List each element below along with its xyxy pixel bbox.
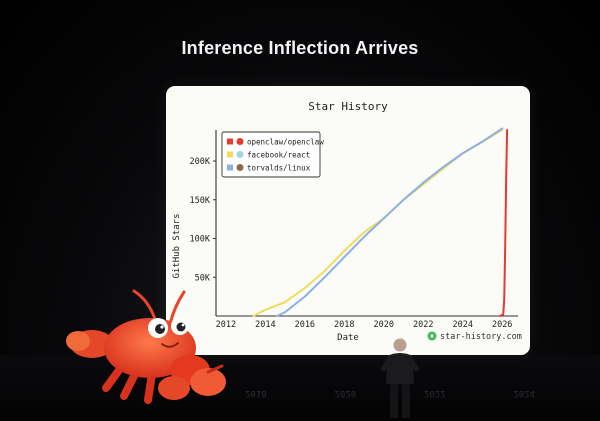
- x-tick-label: 2012: [216, 320, 236, 330]
- x-tick-label: 2014: [255, 320, 275, 330]
- x-axis-label: Date: [337, 333, 359, 343]
- y-axis-label: GitHub Stars: [172, 213, 182, 278]
- chart-legend: openclaw/openclaw facebook/react torvalds/…: [221, 131, 324, 178]
- x-tick-label: 2016: [295, 320, 315, 330]
- legend-label: facebook/react: [247, 151, 310, 160]
- legend-avatar-icon: [236, 164, 244, 171]
- y-tick-label: 100K: [190, 235, 211, 245]
- slide-title: Inference Inflection Arrives: [181, 38, 419, 58]
- y-tick-label: 200K: [190, 157, 211, 167]
- legend-label: torvalds/linux: [247, 164, 311, 173]
- series-line-openclaw-openclaw: [499, 129, 509, 317]
- legend-swatch: [227, 164, 233, 171]
- watermark: star-history.com: [427, 331, 522, 342]
- x-tick-label: 2018: [334, 320, 354, 330]
- x-tick-label: 2020: [374, 320, 394, 330]
- legend-swatch: [227, 138, 233, 145]
- stage-floor: [0, 355, 600, 421]
- chart-series-group: [252, 127, 509, 317]
- speaker-figure: [380, 337, 420, 418]
- legend-box: [221, 131, 321, 178]
- star-history-card: Star History GitHub Stars Date 2012 2014 2…: [166, 86, 530, 355]
- legend-avatar-icon: [236, 151, 244, 158]
- star-history-chart: Star History GitHub Stars Date 2012 2014 2…: [172, 100, 522, 343]
- chart-ticks: 2012 2014 2016 2018 2020 2022 2024 2026 50K 100K 1…: [190, 157, 513, 330]
- legend-avatar-icon: [236, 138, 244, 145]
- x-tick-label: 2022: [413, 320, 433, 330]
- legend-label: openclaw/openclaw: [247, 138, 324, 147]
- series-line-torvalds-linux: [276, 127, 504, 317]
- chart-title: Star History: [308, 100, 388, 113]
- y-tick-label: 50K: [195, 273, 211, 283]
- y-tick-label: 150K: [190, 196, 211, 206]
- x-tick-label: 2024: [452, 320, 472, 330]
- crab-mascot: [66, 289, 226, 404]
- watermark-text: star-history.com: [440, 332, 522, 342]
- x-tick-label: 2026: [492, 320, 512, 330]
- legend-swatch: [227, 151, 233, 158]
